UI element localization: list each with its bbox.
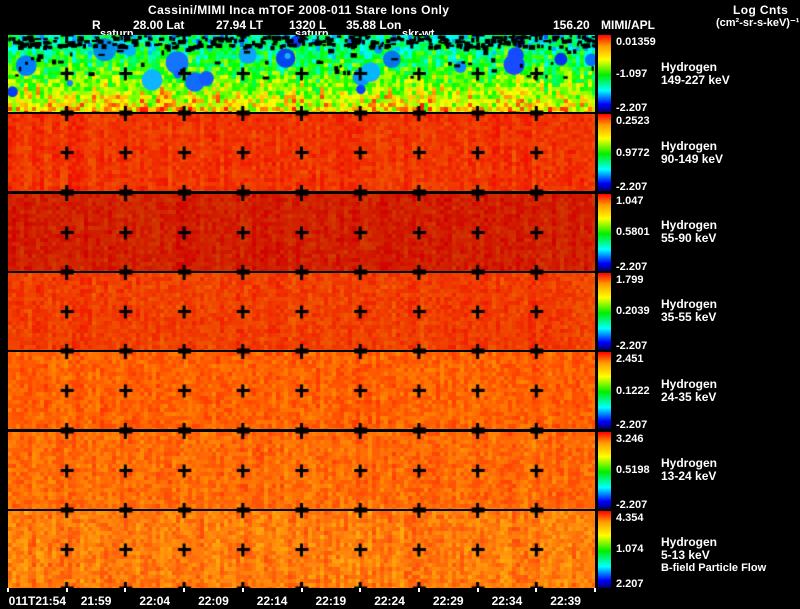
plot-title: Cassini/MIMI Inca mTOF 2008-011 Stare Io… (148, 3, 450, 17)
ephemeris-value-5: 156.20 (553, 18, 590, 32)
species-label-5: Hydrogen (661, 456, 718, 470)
time-label-1: 21:59 (80, 593, 112, 608)
time-label-6: 22:24 (374, 593, 405, 608)
colorbar-label-mid-1: 0.9772 (616, 146, 650, 159)
energy-label-1: Hydrogen 90-149 keV (661, 138, 724, 166)
energy-range-label-1: 90-149 keV (661, 151, 724, 166)
time-label-8: 22:34 (491, 593, 523, 608)
energy-range-label-3: 35-55 keV (661, 310, 717, 325)
colorbar-label-mid-6: 1.074 (616, 543, 644, 556)
time-tick-mark-8 (476, 587, 479, 592)
colorbar-label-mid-2: 0.5801 (616, 226, 650, 239)
time-tick-mark-1 (65, 587, 68, 592)
colorbar-label-bottom-6: 2.207 (616, 577, 644, 590)
colorbar-label-top-0: 0.01359 (616, 36, 656, 48)
colorbar-label-mid-0: -1.097 (616, 67, 648, 80)
time-tick-mark-10 (594, 587, 596, 592)
energy-label-5: Hydrogen 13-24 keV (661, 457, 717, 483)
time-label-9: 22:39 (550, 593, 581, 608)
time-tick-mark-6 (359, 587, 362, 592)
colorbar-label-top-2: 1.047 (616, 194, 644, 207)
energy-range-label-2: 55-90 keV (661, 231, 717, 246)
colorbar-label-top-6: 4.354 (616, 511, 644, 524)
time-label-3: 22:09 (198, 593, 229, 608)
energy-range-label-4: 24-35 keV (661, 389, 717, 404)
heatmap-panel-2 (8, 193, 595, 271)
colorbar-panel-5 (598, 431, 611, 509)
energy-label-4: Hydrogen 24-35 keV (661, 376, 718, 404)
energy-label-0: Hydrogen 149-227 keV (661, 59, 730, 87)
colorbar-label-bottom-1: -2.207 (616, 181, 648, 194)
colorbar-panel-4 (598, 352, 611, 430)
colorbar-label-top-4: 2.451 (616, 353, 644, 366)
energy-range-label-5: 13-24 keV (661, 469, 717, 483)
time-tick-mark-9 (535, 587, 538, 592)
energy-range-label-6: 5-13 keV (661, 548, 710, 563)
colorbar-units-line2: (cm²-sr-s-keV)⁻¹ (716, 17, 800, 29)
energy-range-label-0: 149-227 keV (661, 72, 730, 87)
colorbar-units-line1: Log Cnts (733, 3, 789, 17)
time-tick-mark-0 (7, 587, 9, 592)
colorbar-label-bottom-5: -2.207 (616, 498, 648, 511)
ephemeris-value-2: 27.94 LT (216, 18, 264, 32)
time-label-2: 22:04 (139, 593, 171, 608)
colorbar-label-mid-3: 0.2039 (616, 305, 650, 318)
ephemeris-value-4: 35.88 Lon (346, 18, 402, 32)
species-label-6: Hydrogen (661, 535, 718, 550)
colorbar-panel-6 (598, 510, 611, 588)
ephemeris-value-3: 1320 L (289, 18, 327, 32)
heatmap-panel-3 (8, 272, 595, 350)
heatmap-panel-6 (8, 510, 595, 588)
species-label-4: Hydrogen (661, 376, 718, 391)
energy-label-3: Hydrogen 35-55 keV (661, 298, 717, 324)
species-label-0: Hydrogen (661, 59, 718, 74)
ephemeris-value-1: 28.00 Lat (133, 18, 185, 32)
heatmap-panel-1 (8, 114, 595, 192)
colorbar-panel-1 (598, 114, 611, 192)
energy-label-6: Hydrogen 5-13 keV B-field Particle Flow (661, 536, 766, 575)
heatmap-panel-5 (8, 431, 595, 509)
time-tick-mark-4 (241, 587, 244, 592)
time-label-7: 22:29 (432, 593, 464, 608)
ephemeris-value-0: R (92, 18, 101, 32)
time-tick-mark-7 (417, 587, 420, 592)
time-label-0: 011T21:54 (8, 593, 67, 608)
species-label-3: Hydrogen (661, 297, 718, 312)
colorbar-label-bottom-2: -2.207 (616, 260, 648, 273)
time-label-5: 22:19 (315, 593, 347, 608)
colorbar-label-top-1: 0.2523 (616, 115, 650, 128)
energy-label-2: Hydrogen 55-90 keV (661, 219, 717, 245)
bfield-particle-flow-label: B-field Particle Flow (661, 562, 767, 575)
colorbar-panel-0 (598, 35, 611, 112)
species-label-1: Hydrogen (661, 138, 718, 153)
colorbar-label-mid-4: 0.1222 (616, 384, 650, 397)
colorbar-panel-2 (598, 193, 611, 271)
ephemeris-value-6: MIMI/APL (601, 18, 655, 32)
colorbar-label-bottom-4: -2.207 (616, 419, 648, 432)
time-tick-mark-2 (124, 587, 127, 592)
time-tick-mark-5 (300, 587, 303, 592)
colorbar-panel-3 (598, 272, 611, 350)
colorbar-label-top-3: 1.799 (616, 273, 644, 286)
colorbar-label-bottom-3: -2.207 (616, 339, 648, 352)
time-tick-mark-3 (183, 587, 186, 592)
colorbar-label-top-5: 3.246 (616, 432, 644, 445)
heatmap-panel-0 (8, 35, 595, 112)
heatmap-panel-4 (8, 352, 595, 430)
species-label-2: Hydrogen (661, 218, 718, 233)
time-label-4: 22:14 (256, 593, 288, 608)
colorbar-label-bottom-0: -2.207 (616, 102, 648, 114)
colorbar-label-mid-5: 0.5198 (616, 464, 650, 476)
